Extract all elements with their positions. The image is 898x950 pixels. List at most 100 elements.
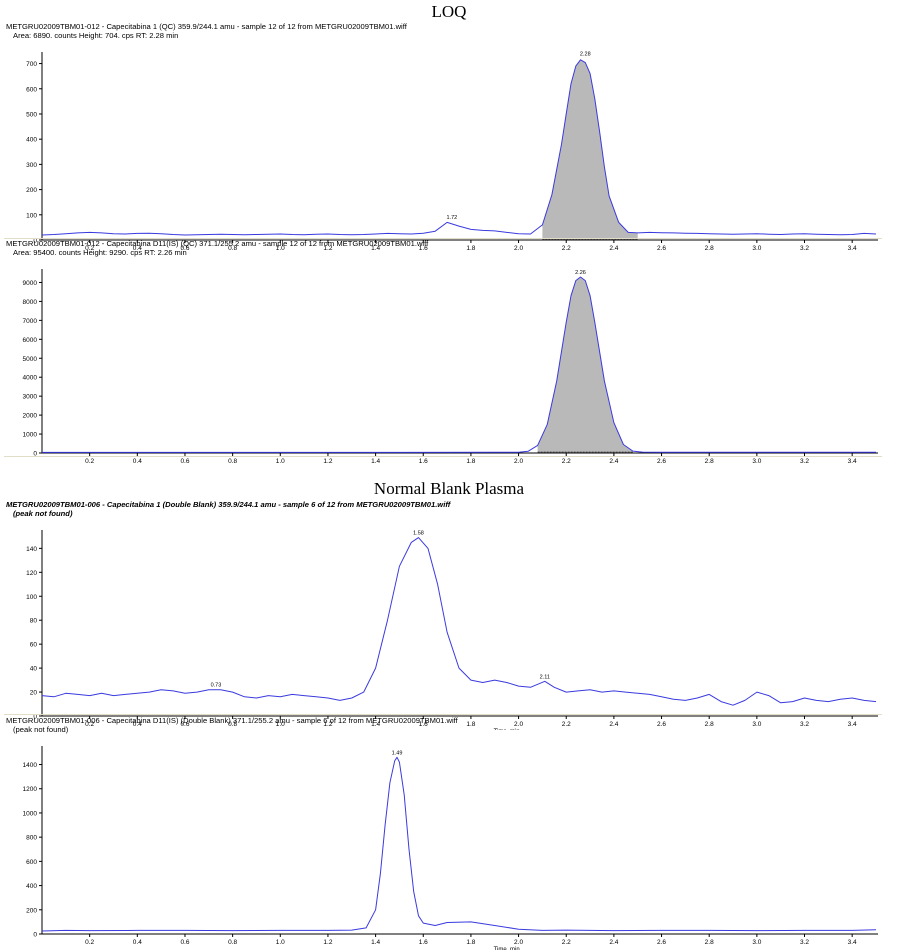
y-tick-label: 4000 (23, 375, 38, 382)
chart-title: METGRU02009TBM01-012 - Capecitabina 1 (Q… (6, 22, 407, 31)
y-tick-label: 600 (26, 86, 37, 93)
x-tick-label: 0.4 (133, 458, 142, 465)
y-tick-label: 800 (26, 835, 37, 842)
x-tick-label: 1.0 (276, 458, 285, 465)
y-tick-label: 0 (33, 714, 37, 721)
x-tick-label: 1.4 (371, 458, 380, 465)
x-tick-label: 2.8 (705, 721, 714, 728)
x-tick-label: 2.2 (562, 458, 571, 465)
x-tick-label: 2.6 (657, 245, 666, 252)
chart-title: METGRU02009TBM01-006 - Capecitabina 1 (D… (6, 500, 451, 509)
section-title-loq: LOQ (431, 2, 467, 21)
x-tick-label: 3.4 (848, 721, 857, 728)
x-tick-label: 3.2 (800, 939, 809, 946)
peak-label: 0.73 (211, 683, 222, 689)
x-tick-label: 2.0 (514, 245, 523, 252)
chromatogram-plot-4: 0 200 400 600 800 1000 1200 1400 0.2 0.4 0.6 0.8 1.0… (23, 746, 878, 950)
chart-title: METGRU02009TBM01-006 - Capecitabina D11(… (6, 716, 458, 725)
chromatogram-trace (42, 276, 876, 453)
x-tick-label: 0.6 (180, 939, 189, 946)
y-tick-label: 120 (26, 570, 37, 577)
x-tick-label: 1.4 (371, 721, 380, 728)
x-tick-label: 3.0 (752, 245, 761, 252)
panel-separator (4, 456, 882, 457)
x-tick-label: 2.6 (657, 939, 666, 946)
chart-subtitle: Area: 6890. counts Height: 704. cps RT: … (13, 31, 179, 40)
x-tick-label: 1.8 (466, 245, 475, 252)
y-tick-label: 0 (33, 932, 37, 939)
x-tick-label: 1.4 (371, 939, 380, 946)
x-tick-label: 1.2 (323, 939, 332, 946)
x-tick-label: 1.4 (371, 245, 380, 252)
x-tick-label: 2.4 (609, 245, 618, 252)
x-tick-label: 2.8 (705, 458, 714, 465)
y-tick-label: 100 (26, 212, 37, 219)
x-tick-label: 3.2 (800, 245, 809, 252)
x-tick-label: 3.4 (848, 245, 857, 252)
peak-label: 2.28 (580, 52, 591, 58)
y-tick-label: 8000 (23, 299, 38, 306)
x-tick-label: 0.2 (85, 721, 94, 728)
chromatogram-plot-2: 0 1000 2000 3000 4000 5000 6000 7000 8000 9000 0.2… (23, 269, 878, 465)
x-tick-label: 2.0 (514, 721, 523, 728)
x-tick-label: 3.4 (848, 939, 857, 946)
x-tick-label: 0.8 (228, 721, 237, 728)
x-tick-label: 2.2 (562, 245, 571, 252)
chart-subtitle: (peak not found) (13, 509, 73, 518)
y-tick-label: 2000 (23, 413, 38, 420)
x-tick-label: 1.2 (323, 245, 332, 252)
x-tick-label: 1.8 (466, 458, 475, 465)
x-tick-label: 2.2 (562, 721, 571, 728)
chart-subtitle: (peak not found) (13, 725, 69, 734)
chromatogram-plot-1: 0 100 200 300 400 500 600 700 0.2 0.4 0.6 0.8 1.0 1.2… (26, 52, 878, 252)
x-tick-label: 1.0 (276, 245, 285, 252)
y-tick-label: 1000 (23, 432, 38, 439)
section-title-normal-blank-plasma: Normal Blank Plasma (373, 479, 525, 498)
x-tick-label: 2.8 (705, 939, 714, 946)
y-tick-label: 1400 (23, 762, 38, 769)
chromatogram-plot-3: 0 20 40 60 80 100 120 140 0.2 0.4 0.6 0.8 1.0 1.2 1.4 1… (26, 530, 878, 730)
x-tick-label: 0.6 (180, 721, 189, 728)
y-tick-label: 3000 (23, 394, 38, 401)
y-tick-label: 20 (30, 690, 38, 697)
peak-label: 2.26 (575, 270, 586, 276)
y-tick-label: 7000 (23, 318, 38, 325)
x-tick-label: 3.0 (752, 721, 761, 728)
y-tick-label: 0 (33, 451, 37, 458)
chart-subtitle: Area: 95400. counts Height: 9290. cps RT… (13, 248, 187, 257)
x-tick-label: 0.8 (228, 245, 237, 252)
y-tick-label: 400 (26, 883, 37, 890)
integrated-peak-area (537, 277, 633, 453)
x-tick-label: 2.6 (657, 458, 666, 465)
x-tick-label: 1.8 (466, 939, 475, 946)
y-tick-label: 100 (26, 594, 37, 601)
x-tick-label: 0.2 (85, 939, 94, 946)
x-tick-label: 0.8 (228, 458, 237, 465)
y-tick-label: 6000 (23, 337, 38, 344)
x-tick-label: 1.6 (419, 939, 428, 946)
x-tick-label: 1.2 (323, 721, 332, 728)
y-tick-label: 400 (26, 137, 37, 144)
y-tick-label: 600 (26, 859, 37, 866)
panel-separator (4, 238, 882, 239)
y-tick-label: 140 (26, 546, 37, 553)
chromatogram-trace (41, 59, 877, 236)
x-tick-label: 1.6 (419, 458, 428, 465)
x-tick-label: 0.2 (85, 458, 94, 465)
x-tick-label: 2.4 (609, 721, 618, 728)
x-tick-label: 1.0 (276, 721, 285, 728)
y-tick-label: 1200 (23, 786, 38, 793)
x-tick-label: 2.4 (609, 458, 618, 465)
x-tick-label: 2.2 (562, 939, 571, 946)
chromatogram-trace (41, 537, 877, 706)
x-tick-label: 0.2 (85, 245, 94, 252)
x-tick-label: 2.0 (514, 939, 523, 946)
x-tick-label: 0.4 (133, 721, 142, 728)
x-tick-label: 3.0 (752, 939, 761, 946)
x-tick-label: 0.8 (228, 939, 237, 946)
x-tick-label: 1.0 (276, 939, 285, 946)
x-tick-label: 0.6 (180, 458, 189, 465)
x-tick-label: 1.8 (466, 721, 475, 728)
x-tick-label: 0.6 (180, 245, 189, 252)
peak-label: 2.11 (540, 674, 550, 680)
